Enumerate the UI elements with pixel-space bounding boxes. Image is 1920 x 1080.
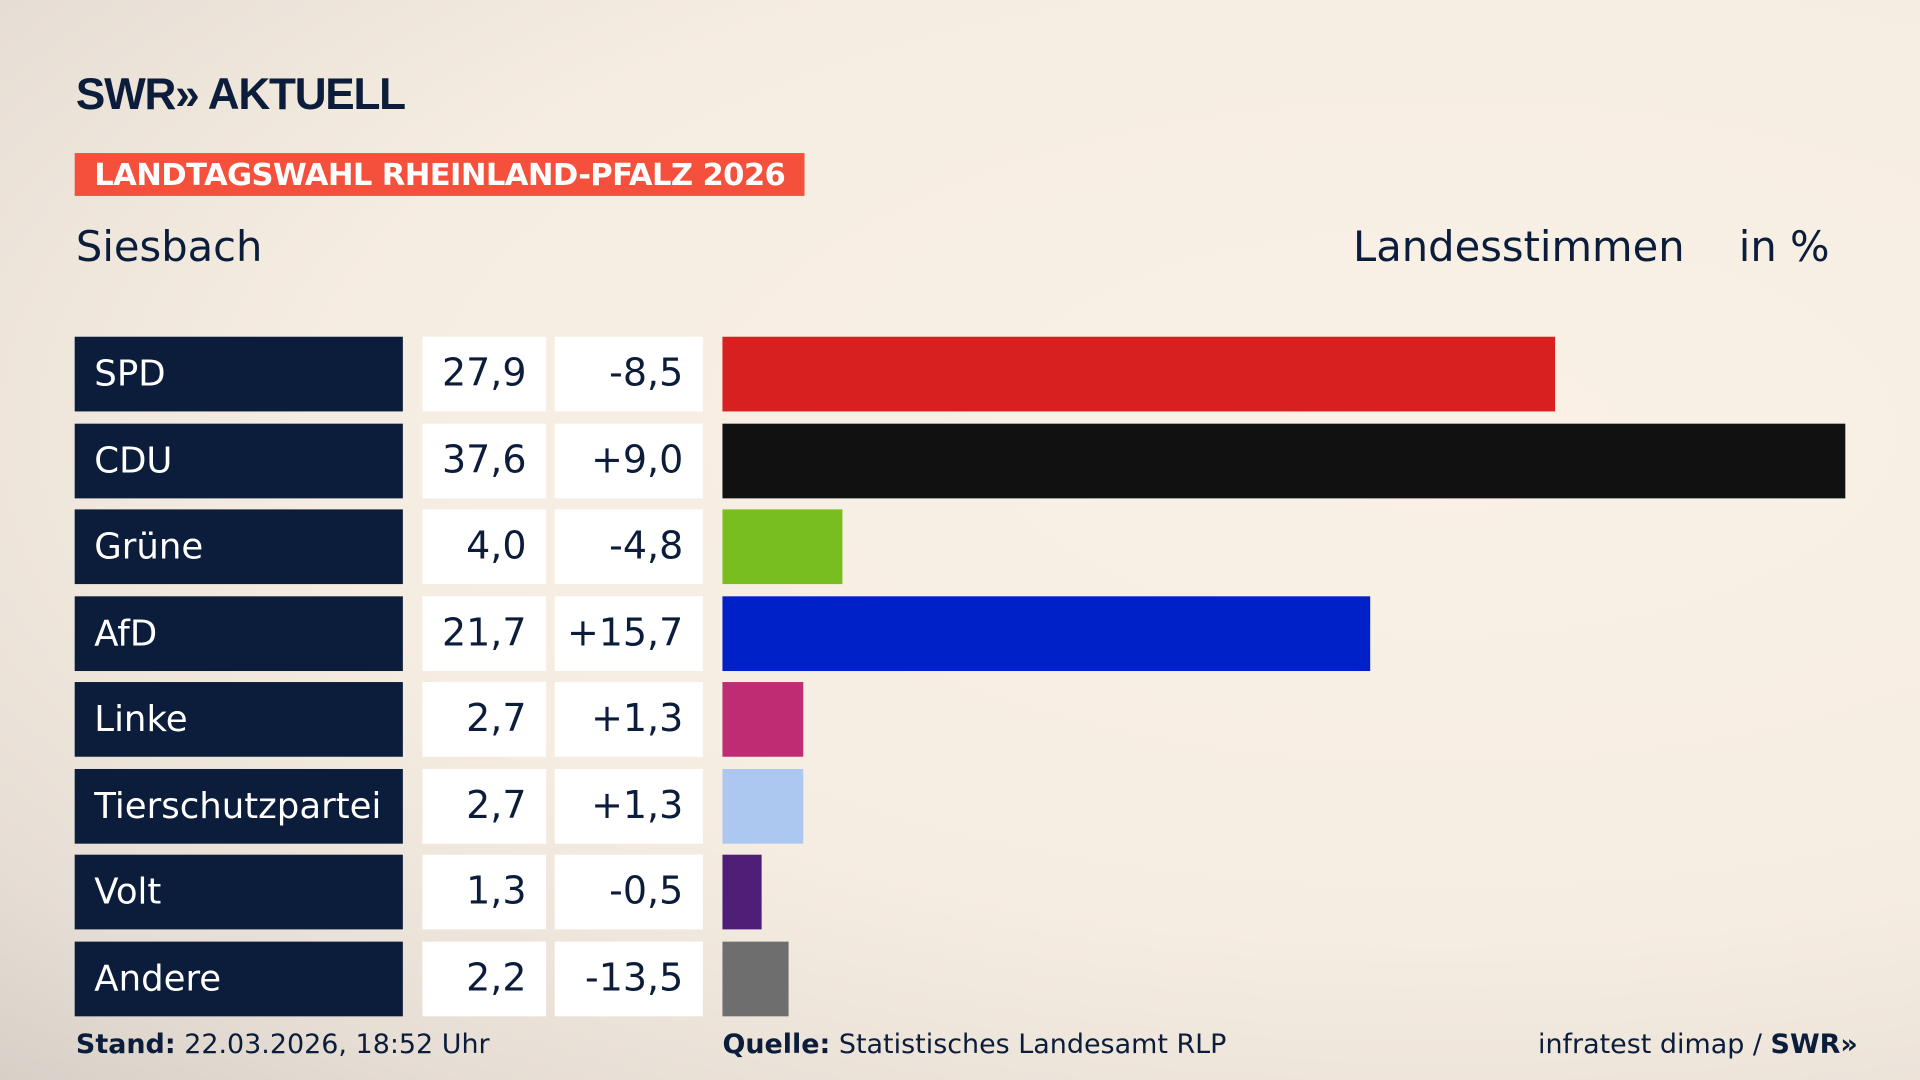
party-name: SPD	[74, 336, 403, 412]
party-name: Grüne	[74, 509, 403, 585]
party-value: 2,7	[422, 768, 547, 844]
party-value: 27,9	[422, 336, 547, 412]
party-bar	[722, 595, 1371, 671]
party-bar	[722, 768, 804, 844]
source-value: Statistisches Landesamt RLP	[838, 1029, 1227, 1061]
party-bar	[722, 682, 804, 757]
credit: infratest dimap / SWR»	[1538, 1030, 1858, 1061]
election-badge: LANDTAGSWAHL RHEINLAND-PFALZ 2026	[74, 153, 805, 196]
party-name: AfD	[74, 595, 403, 671]
vote-type-label: Landesstimmen	[1353, 222, 1685, 272]
party-diff: +9,0	[554, 423, 703, 498]
party-diff: -4,8	[554, 509, 703, 585]
place-title: Siesbach	[75, 222, 263, 272]
party-diff: +1,3	[554, 768, 703, 844]
party-name: CDU	[74, 423, 403, 498]
party-name: Andere	[74, 941, 403, 1016]
party-diff: -13,5	[554, 941, 703, 1016]
party-bar	[722, 423, 1846, 498]
unit-label: in %	[1738, 222, 1830, 272]
party-value: 21,7	[422, 595, 547, 671]
party-diff: -0,5	[554, 854, 703, 930]
party-diff: -8,5	[554, 336, 703, 412]
stand-value: 22.03.2026, 18:52 Uhr	[184, 1029, 490, 1061]
party-bar	[722, 509, 842, 585]
swr-logo: SWR»	[1770, 1029, 1858, 1061]
party-bar	[722, 854, 762, 930]
party-value: 4,0	[422, 509, 547, 585]
party-bar	[722, 941, 789, 1016]
timestamp: Stand: 22.03.2026, 18:52 Uhr	[76, 1030, 490, 1061]
party-value: 2,7	[422, 682, 547, 757]
source-label: Quelle:	[722, 1029, 831, 1061]
party-diff: +15,7	[554, 595, 703, 671]
stand-label: Stand:	[75, 1029, 176, 1061]
swr-aktuell-logo: SWR» AKTUELL	[75, 68, 406, 119]
party-name: Volt	[74, 854, 403, 930]
party-diff: +1,3	[554, 682, 703, 757]
party-name: Tierschutzpartei	[74, 768, 403, 844]
party-bar	[722, 336, 1556, 412]
party-name: Linke	[74, 682, 403, 757]
party-value: 37,6	[422, 423, 547, 498]
party-value: 2,2	[422, 941, 547, 1016]
credit-text: infratest dimap /	[1537, 1029, 1762, 1061]
source: Quelle: Statistisches Landesamt RLP	[722, 1030, 1226, 1061]
party-value: 1,3	[422, 854, 547, 930]
